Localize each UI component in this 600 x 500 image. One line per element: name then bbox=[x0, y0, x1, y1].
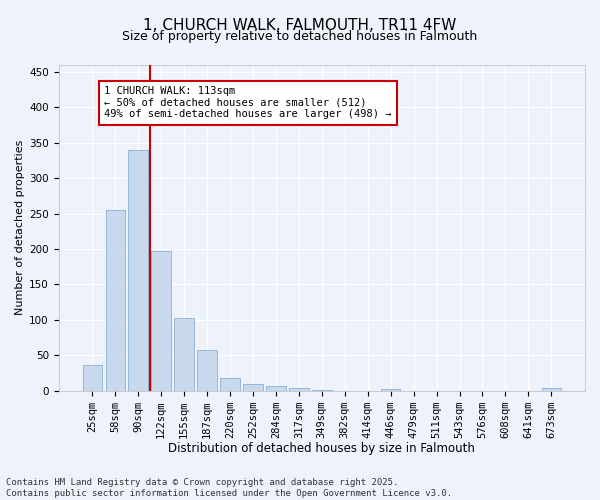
Bar bbox=[106, 210, 125, 390]
Text: Size of property relative to detached houses in Falmouth: Size of property relative to detached ho… bbox=[122, 30, 478, 43]
Text: Contains HM Land Registry data © Crown copyright and database right 2025.
Contai: Contains HM Land Registry data © Crown c… bbox=[6, 478, 452, 498]
Bar bbox=[266, 386, 286, 390]
Bar bbox=[220, 378, 240, 390]
Bar bbox=[151, 251, 171, 390]
X-axis label: Distribution of detached houses by size in Falmouth: Distribution of detached houses by size … bbox=[169, 442, 475, 455]
Text: 1, CHURCH WALK, FALMOUTH, TR11 4FW: 1, CHURCH WALK, FALMOUTH, TR11 4FW bbox=[143, 18, 457, 32]
Bar bbox=[289, 388, 308, 390]
Bar bbox=[542, 388, 561, 390]
Bar bbox=[381, 389, 400, 390]
Bar bbox=[197, 350, 217, 391]
Bar bbox=[128, 150, 148, 390]
Y-axis label: Number of detached properties: Number of detached properties bbox=[15, 140, 25, 316]
Bar bbox=[83, 365, 102, 390]
Text: 1 CHURCH WALK: 113sqm
← 50% of detached houses are smaller (512)
49% of semi-det: 1 CHURCH WALK: 113sqm ← 50% of detached … bbox=[104, 86, 391, 120]
Bar bbox=[175, 318, 194, 390]
Bar bbox=[243, 384, 263, 390]
